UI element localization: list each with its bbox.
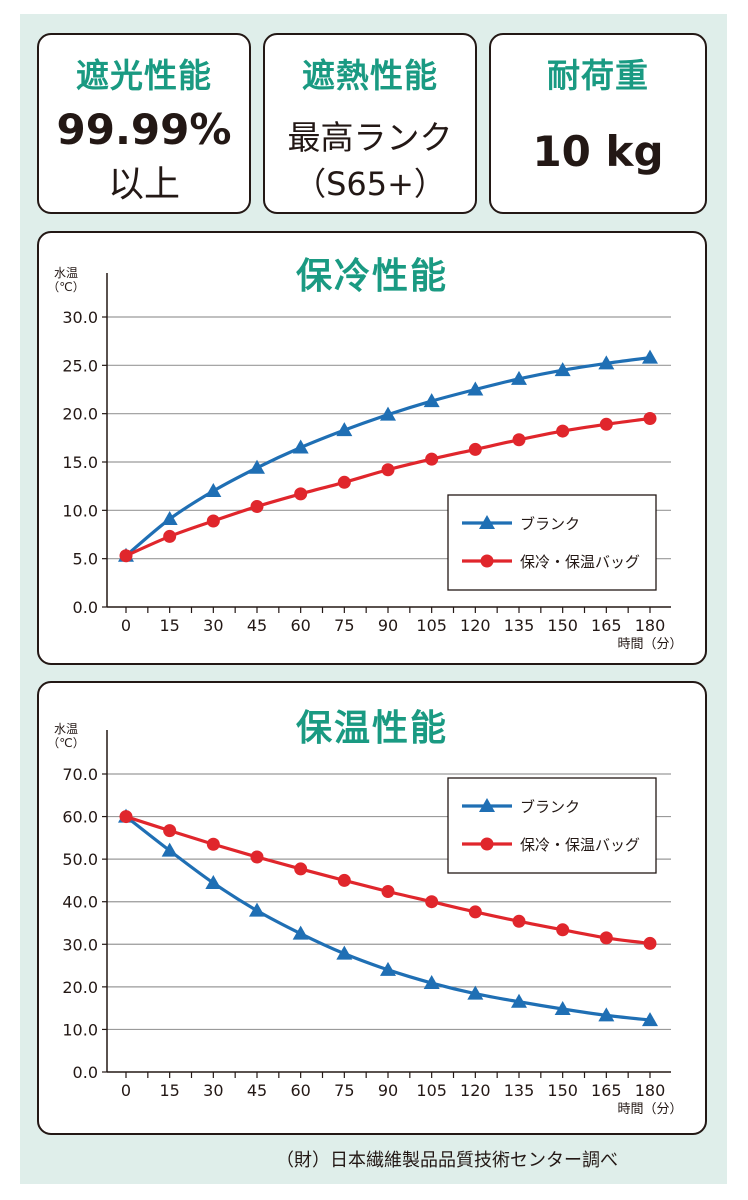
chart-title: 保温性能 [295,708,448,749]
spec-title: 遮光性能 [76,56,212,95]
spec-value-sub: （S65+） [294,165,446,203]
spec-card-load-capacity: 耐荷重 10 kg [489,33,707,214]
spec-value: 99.99% [56,105,232,154]
chart-card-heat-retention: 保温性能 [37,681,707,1135]
chart-title: 保冷性能 [295,256,448,297]
chart-card-cold-retention: 保冷性能 [37,231,707,665]
spec-card-heat-shield: 遮熱性能 最高ランク （S65+） [263,33,477,214]
spec-title: 耐荷重 [547,56,649,95]
spec-title: 遮熱性能 [302,56,438,95]
spec-value: 10 kg [532,127,664,176]
source-credit: （財）日本繊維製品品質技術センター調べ [276,1150,618,1171]
spec-value-sub: 以上 [107,164,180,205]
spec-card-light-blocking: 遮光性能 99.99% 以上 [37,33,251,214]
spec-value: 最高ランク [287,118,453,157]
